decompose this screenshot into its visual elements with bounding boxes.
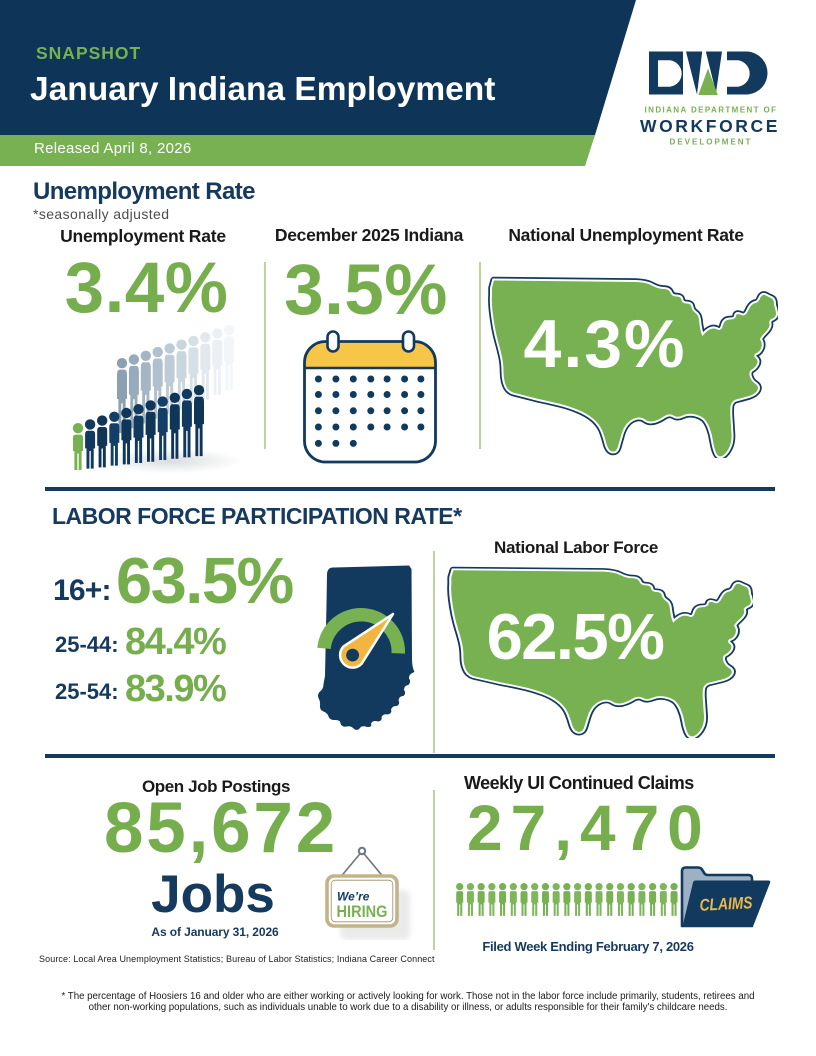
svg-text:DEVELOPMENT: DEVELOPMENT — [670, 138, 753, 147]
svg-text:We’re: We’re — [337, 890, 370, 904]
svg-text:WORKFORCE: WORKFORCE — [640, 116, 780, 136]
svg-text:CLAIMS: CLAIMS — [699, 893, 753, 915]
svg-text:INDIANA DEPARTMENT OF: INDIANA DEPARTMENT OF — [645, 106, 778, 115]
svg-text:HIRING: HIRING — [337, 903, 388, 921]
